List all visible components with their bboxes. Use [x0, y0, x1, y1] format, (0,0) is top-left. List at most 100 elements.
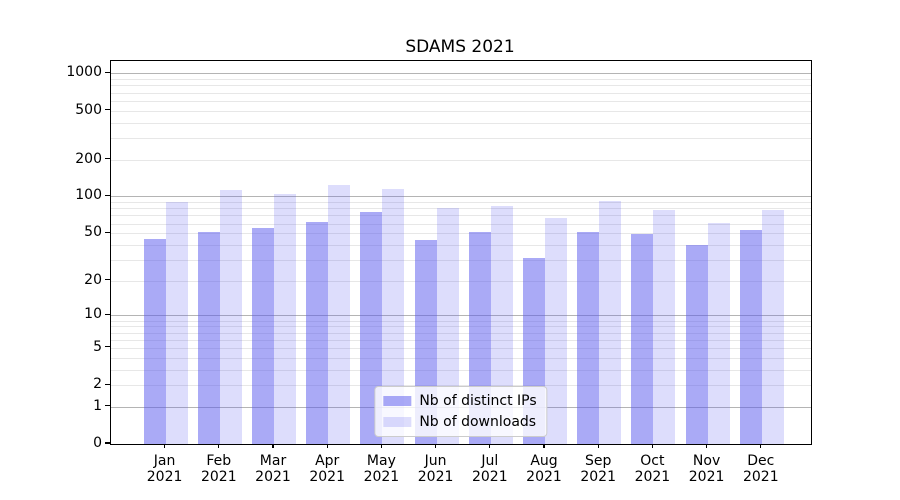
- bar-jul-downloads: [490, 205, 513, 444]
- bar-mar-downloads: [274, 193, 296, 444]
- y-tick-label-0: 0: [93, 435, 102, 451]
- bar-sep-downloads: [599, 200, 622, 444]
- gridline-6: [111, 339, 811, 341]
- gridline-9: [111, 320, 811, 322]
- gridline-60: [111, 223, 811, 225]
- x-tick-label-jul: Jul 2021: [471, 453, 508, 485]
- y-tick-mark-1: [105, 405, 110, 407]
- gridline-200: [111, 159, 811, 161]
- gridline-800: [111, 85, 811, 87]
- chart-title: SDAMS 2021: [405, 37, 515, 57]
- x-tick-label-jun: Jun 2021: [417, 453, 454, 485]
- gridline-7: [111, 332, 811, 334]
- x-tick-label-oct: Oct 2021: [634, 453, 671, 485]
- gridline-400: [111, 122, 811, 124]
- y-tick-label-200: 200: [75, 150, 102, 167]
- x-tick-mark-dec: [760, 444, 762, 448]
- y-tick-label-5: 5: [93, 338, 102, 355]
- bar-apr-downloads: [328, 185, 351, 444]
- x-tick-label-may: May 2021: [363, 453, 400, 485]
- gridline-100: [111, 196, 811, 198]
- x-tick-mark-jul: [489, 444, 491, 448]
- y-tick-label-100: 100: [75, 187, 102, 204]
- x-tick-mark-apr: [326, 444, 328, 448]
- y-tick-mark-1000: [105, 71, 110, 73]
- y-tick-mark-5: [105, 346, 110, 348]
- y-tick-mark-500: [105, 108, 110, 111]
- y-tick-mark-0: [105, 442, 110, 444]
- x-tick-label-sep: Sep 2021: [580, 453, 616, 485]
- x-tick-label-jan: Jan 2021: [146, 453, 183, 485]
- bar-apr-distinct-ips: [306, 221, 329, 444]
- x-tick-label-dec: Dec 2021: [742, 453, 779, 485]
- gridline-3: [111, 369, 811, 371]
- bar-nov-distinct-ips: [685, 244, 708, 444]
- bar-feb-downloads: [219, 190, 242, 444]
- gridline-5: [111, 347, 811, 349]
- x-tick-label-feb: Feb 2021: [200, 453, 237, 485]
- x-tick-label-nov: Nov 2021: [688, 453, 725, 485]
- y-tick-label-20: 20: [84, 271, 102, 288]
- x-tick-label-apr: Apr 2021: [309, 453, 345, 485]
- gridline-2: [111, 385, 811, 387]
- x-tick-mark-sep: [597, 444, 599, 448]
- legend-item-distinct-ips: Nb of distinct IPs: [383, 393, 537, 409]
- x-tick-mark-aug: [543, 444, 545, 448]
- gridline-600: [111, 100, 811, 102]
- x-tick-mark-jan: [164, 444, 166, 448]
- y-tick-label-2: 2: [93, 376, 102, 393]
- bar-oct-downloads: [653, 209, 676, 444]
- y-tick-mark-2: [105, 383, 110, 385]
- bar-nov-downloads: [707, 222, 730, 444]
- y-tick-mark-10: [105, 313, 110, 315]
- legend-item-downloads: Nb of downloads: [383, 414, 536, 430]
- gridline-20: [111, 280, 811, 282]
- bar-jun-downloads: [436, 208, 459, 444]
- y-tick-label-10: 10: [84, 306, 102, 323]
- gridline-10: [111, 315, 811, 317]
- gridline-900: [111, 79, 811, 80]
- y-tick-mark-100: [105, 194, 110, 196]
- bar-may-downloads: [382, 189, 405, 444]
- y-tick-label-500: 500: [75, 101, 102, 118]
- gridline-90: [111, 202, 811, 203]
- bar-mar-distinct-ips: [252, 228, 274, 444]
- x-tick-label-mar: Mar 2021: [255, 453, 291, 485]
- gridline-80: [111, 208, 811, 210]
- gridline-50: [111, 233, 811, 235]
- gridline-700: [111, 92, 811, 94]
- legend-swatch-distinct-ips: [383, 396, 412, 406]
- y-tick-mark-200: [105, 157, 110, 160]
- bar-jan-downloads: [165, 202, 188, 444]
- y-tick-label-1: 1: [93, 397, 102, 414]
- legend-label-distinct-ips: Nb of distinct IPs: [419, 393, 537, 409]
- bar-feb-distinct-ips: [197, 232, 220, 444]
- bar-jan-distinct-ips: [143, 238, 166, 444]
- x-tick-mark-nov: [706, 444, 708, 448]
- x-tick-mark-feb: [218, 444, 220, 448]
- gridline-40: [111, 244, 811, 246]
- bar-sep-distinct-ips: [577, 232, 600, 444]
- legend: Nb of distinct IPs Nb of downloads: [374, 386, 548, 437]
- bar-dec-downloads: [761, 209, 784, 444]
- y-tick-label-50: 50: [84, 224, 102, 241]
- bar-dec-distinct-ips: [739, 230, 762, 444]
- gridline-1000: [111, 73, 811, 75]
- plot-area: Nb of distinct IPs Nb of downloads: [110, 60, 812, 445]
- y-tick-label-1000: 1000: [66, 64, 102, 81]
- gridline-30: [111, 259, 811, 261]
- y-tick-mark-50: [105, 231, 110, 233]
- x-tick-mark-jun: [435, 444, 437, 448]
- legend-swatch-downloads: [383, 417, 412, 427]
- gridline-4: [111, 357, 811, 359]
- gridline-500: [111, 110, 811, 112]
- gridline-300: [111, 137, 811, 139]
- bar-oct-distinct-ips: [631, 234, 654, 444]
- gridline-8: [111, 326, 811, 328]
- x-tick-mark-oct: [651, 444, 653, 448]
- legend-label-downloads: Nb of downloads: [419, 414, 537, 430]
- y-tick-mark-20: [105, 279, 110, 281]
- gridline-70: [111, 215, 811, 217]
- bar-aug-downloads: [545, 218, 567, 444]
